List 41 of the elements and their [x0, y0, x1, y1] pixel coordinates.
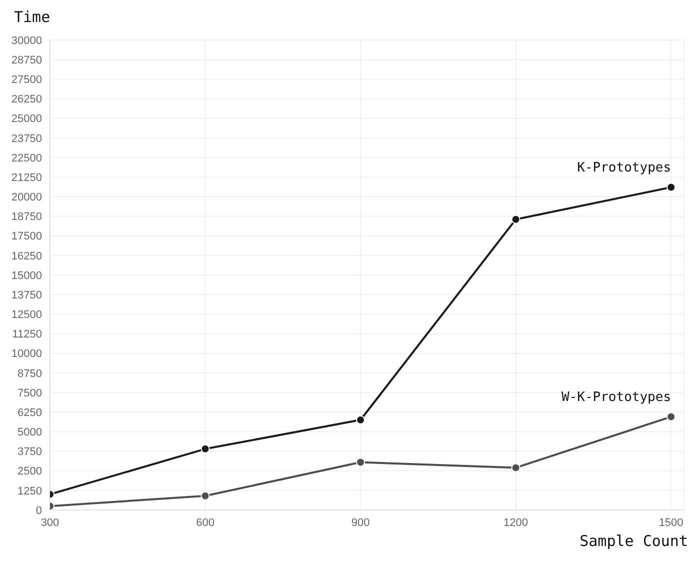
- y-tick-label: 21250: [11, 172, 42, 184]
- y-tick-label: 12500: [11, 309, 42, 322]
- y-tick-label: 20000: [11, 192, 42, 204]
- x-tick-label: 1200: [504, 516, 528, 529]
- point: [200, 491, 210, 500]
- y-tick-label: 25000: [11, 113, 42, 126]
- y-tick-label: 7500: [18, 387, 42, 400]
- x-tick-label: 1500: [658, 516, 684, 529]
- y-tick-label: 8750: [18, 368, 42, 380]
- y-tick-label: 18750: [11, 211, 42, 224]
- y-tick-label: 2500: [18, 466, 42, 478]
- point: [511, 463, 520, 472]
- y-tick-label: 10000: [11, 348, 42, 360]
- y-tick-label: 3750: [18, 446, 42, 458]
- y-tick-label: 5000: [18, 426, 42, 439]
- x-axis-title: Sample Count: [580, 532, 688, 550]
- y-tick-label: 11250: [12, 328, 42, 341]
- x-tick-label: 600: [196, 516, 214, 529]
- point: [666, 182, 676, 192]
- y-tick-label: 15000: [11, 270, 42, 282]
- y-tick-label: 16250: [11, 250, 42, 262]
- y-tick-label: 0: [36, 504, 42, 517]
- y-tick-label: 23750: [11, 132, 42, 145]
- x-tick-label: 300: [40, 516, 60, 529]
- y-tick-label: 13750: [11, 289, 42, 302]
- series-label: K-Prototypes: [577, 160, 672, 176]
- y-tick-label: 28750: [11, 54, 42, 66]
- y-tick-label: 6250: [18, 406, 42, 419]
- x-tick-label: 900: [351, 516, 370, 529]
- y-tick-label: 1250: [18, 485, 42, 498]
- point: [200, 444, 210, 454]
- point: [511, 214, 520, 224]
- y-tick-label: 27500: [11, 74, 42, 86]
- y-tick-label: 26250: [11, 94, 42, 106]
- y-tick-label: 30000: [11, 34, 42, 47]
- point: [356, 458, 366, 467]
- y-tick-label: 17500: [11, 230, 42, 243]
- series-label: W-K-Prototypes: [561, 390, 672, 405]
- y-tick-label: 22500: [11, 152, 42, 164]
- y-axis-title: Time: [14, 8, 50, 26]
- point: [666, 412, 676, 422]
